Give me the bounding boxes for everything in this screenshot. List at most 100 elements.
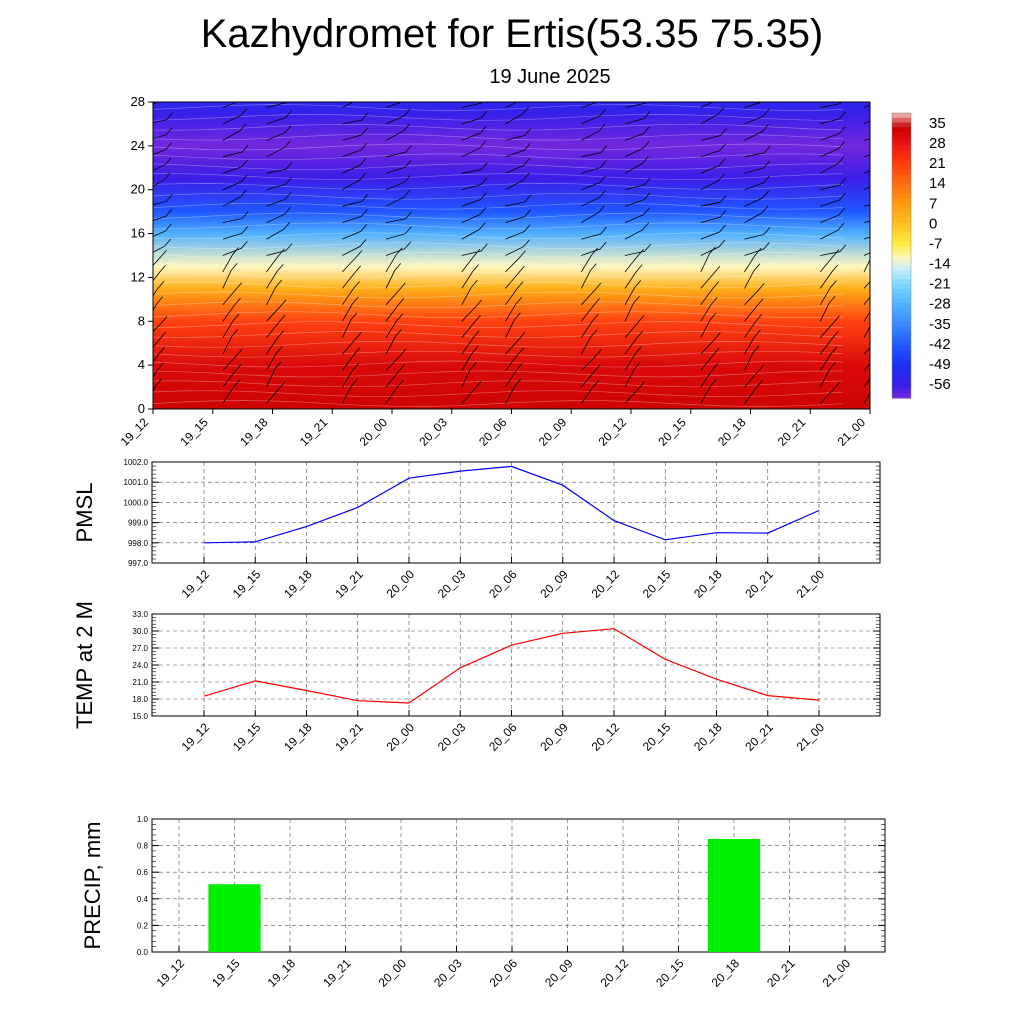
wind-barb [385,174,411,191]
wind-barb [153,280,165,297]
wind-barb [222,211,249,223]
colorbar-label: -28 [929,296,951,313]
wind-barb [700,102,714,108]
wind-barb [744,190,770,207]
colorbar-segment [892,388,911,394]
wind-barb [461,330,480,355]
chart-subtitle: 19 June 2025 [489,66,611,88]
colorbar-segment [892,151,911,157]
wind-barb [385,108,411,125]
colorbar-segment [892,345,911,352]
wind-barb [461,315,481,338]
wind-barb [222,263,238,289]
wind-barb [744,175,770,191]
wind-barb [385,241,412,256]
wind-barb [342,250,363,273]
wind-barb [341,296,359,322]
x-tick-label: 19_15 [209,956,243,990]
wind-barb [461,207,487,223]
x-tick-label: 20_15 [640,567,674,601]
y-tick-label: 33.0 [132,610,148,619]
colorbar-segment [892,326,911,333]
wind-barb [266,299,287,322]
colorbar-segment [892,122,911,128]
wind-barb [222,174,248,191]
wind-barb [624,222,650,240]
contour-lines [153,104,844,407]
wind-barb [461,162,488,174]
wind-barb [863,347,870,355]
colorbar-segment [892,222,911,228]
contour-line [153,153,844,161]
wind-barb [744,329,761,355]
wind-barb [385,282,406,306]
contour-line [153,301,844,309]
colorbar-label: -42 [929,336,951,353]
wind-barb [744,283,765,306]
wind-barb [581,205,605,223]
colorbar-label: -21 [929,276,951,293]
y-tick-label: 15.0 [132,712,148,721]
wind-barb [153,347,165,363]
heatmap-x-tick-label: 20_03 [416,415,450,449]
wind-barb [461,280,478,305]
wind-barb [820,222,845,240]
wind-barb [624,141,650,158]
wind-barb [153,238,172,253]
contour-line [153,252,844,259]
colorbar-segment [892,350,911,356]
wind-barb [341,312,358,338]
x-tick-label: 20_18 [691,567,725,601]
wind-barb [820,192,846,207]
chart-title: Kazhydromet for Ertis(53.35 75.35) [200,12,824,56]
wind-barb [266,110,292,125]
colorbar-segment [892,374,911,380]
wind-barb [581,123,606,141]
wind-barb [505,296,523,322]
wind-barb [385,189,411,207]
wind-barbs [153,102,870,404]
x-tick-label: 19_21 [332,720,366,754]
wind-barb [744,227,771,240]
colorbar-frame [891,112,912,399]
wind-barb [820,207,846,223]
contour-line [153,281,844,289]
colorbar-segment [892,136,911,143]
x-tick-label: 19_12 [179,720,213,754]
colorbar-segment [892,341,911,347]
colorbar-label: 35 [929,115,946,132]
wind-barb [580,364,601,388]
colorbar-segment [892,174,911,181]
wind-barb [505,128,532,141]
wind-barb [222,297,241,322]
wind-barb [819,280,837,306]
colorbar-segment [892,265,911,271]
wind-barb [819,362,836,388]
wind-barb [342,172,367,191]
wind-barb [744,109,770,125]
contour-line [153,173,844,180]
wind-barb [700,173,725,191]
wind-barb [700,297,718,322]
x-tick-label: 20_03 [435,567,469,601]
colorbar-segment [892,303,911,309]
x-tick-label: 19_21 [320,956,354,990]
wind-barb [744,160,771,174]
x-tick-label: 20_06 [487,956,521,990]
wind-barb [624,362,641,388]
x-tick-label: 19_18 [281,567,315,601]
contour-line [153,311,844,319]
x-tick-label: 20_00 [384,720,418,754]
wind-barb [744,380,763,404]
wind-barb [581,175,607,191]
colorbar-segment [892,274,911,280]
wind-barb [266,221,291,240]
contour-line [153,114,844,121]
wind-barb [342,224,368,240]
wind-barb [153,249,167,266]
wind-barb [461,361,477,388]
colorbar-segment [892,322,911,328]
wind-barb [700,239,726,256]
contour-line [153,390,844,397]
precip-bar [707,839,761,952]
